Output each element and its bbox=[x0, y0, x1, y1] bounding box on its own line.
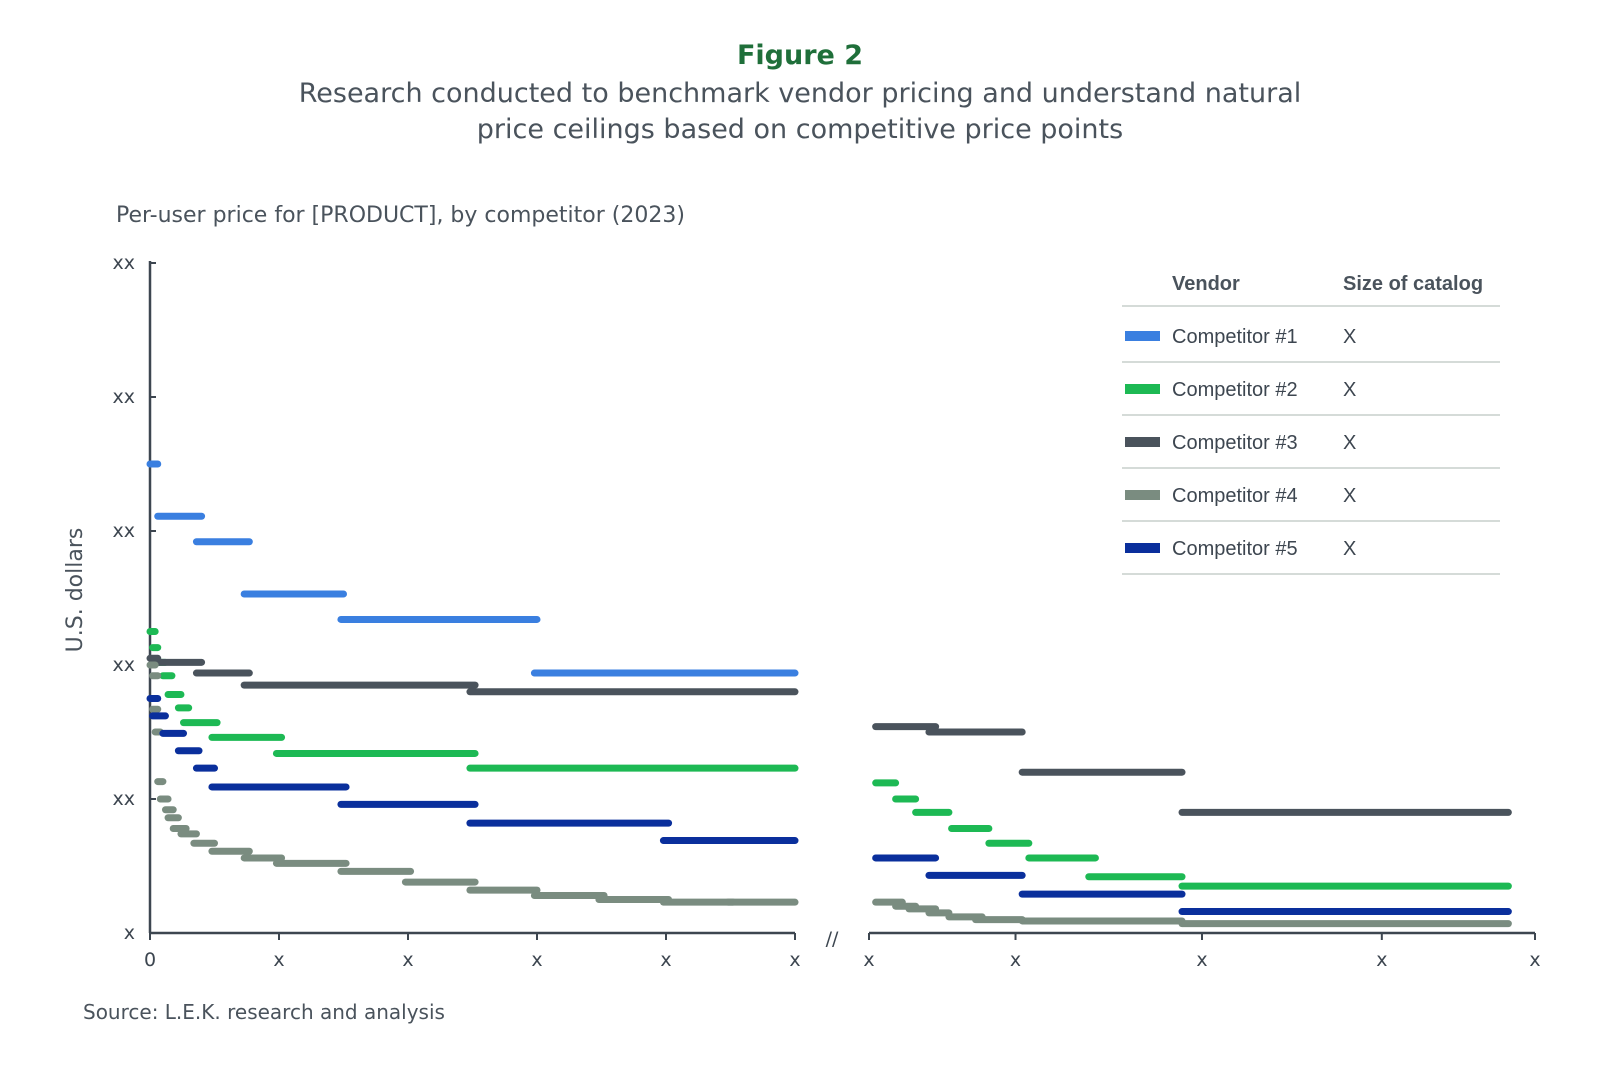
legend-vendor-name: Competitor #1 bbox=[1172, 326, 1298, 348]
axis-break-mark: // bbox=[826, 928, 839, 950]
y-tick-label: xx bbox=[113, 520, 136, 542]
figure-title: Research conducted to benchmark vendor p… bbox=[0, 76, 1600, 148]
source-note: Source: L.E.K. research and analysis bbox=[83, 1000, 445, 1024]
legend-swatch bbox=[1125, 384, 1160, 394]
series-1 bbox=[146, 460, 799, 677]
chart-subtitle: Per-user price for [PRODUCT], by competi… bbox=[116, 203, 685, 228]
series-5 bbox=[146, 695, 1512, 916]
legend-catalog-size: X bbox=[1343, 538, 1356, 560]
legend-catalog-size: X bbox=[1343, 326, 1356, 348]
series-3 bbox=[146, 654, 1512, 816]
x-tick-label: x bbox=[273, 949, 284, 971]
series-2 bbox=[146, 628, 1512, 890]
legend-header-vendor: Vendor bbox=[1172, 273, 1240, 295]
x-tick-label: x bbox=[1376, 949, 1387, 971]
legend-catalog-size: X bbox=[1343, 379, 1356, 401]
legend-swatch bbox=[1125, 437, 1160, 447]
y-axis-title: U.S. dollars bbox=[63, 528, 88, 653]
legend-vendor-name: Competitor #4 bbox=[1172, 485, 1298, 507]
legend-catalog-size: X bbox=[1343, 485, 1356, 507]
legend-swatch bbox=[1125, 331, 1160, 341]
x-tick-label: x bbox=[531, 949, 542, 971]
y-tick-label: xx bbox=[113, 788, 136, 810]
x-tick-label: x bbox=[402, 949, 413, 971]
x-tick-label: 0 bbox=[144, 949, 156, 971]
figure-label: Figure 2 bbox=[736, 40, 864, 71]
series-4 bbox=[146, 661, 1512, 928]
x-tick-label: x bbox=[1010, 949, 1021, 971]
series-group bbox=[146, 460, 1512, 928]
legend-swatch bbox=[1125, 490, 1160, 500]
y-tick-label: xx bbox=[113, 252, 136, 274]
figure-title-line-1: Research conducted to benchmark vendor p… bbox=[298, 78, 1302, 109]
y-tick-label: x bbox=[124, 922, 135, 944]
figure-title-line-2: price ceilings based on competitive pric… bbox=[476, 114, 1124, 145]
x-tick-label: x bbox=[863, 949, 874, 971]
x-tick-label: x bbox=[660, 949, 671, 971]
legend: Vendor Size of catalog Competitor #1 X Compe… bbox=[1122, 273, 1500, 575]
y-tick-label: xx bbox=[113, 386, 136, 408]
legend-swatch bbox=[1125, 543, 1160, 553]
legend-vendor-name: Competitor #3 bbox=[1172, 432, 1298, 454]
legend-header-size: Size of catalog bbox=[1343, 273, 1483, 295]
x-tick-label: x bbox=[789, 949, 800, 971]
x-tick-label: x bbox=[1529, 949, 1540, 971]
x-tick-label: x bbox=[1196, 949, 1207, 971]
y-tick-label: xx bbox=[113, 654, 136, 676]
legend-vendor-name: Competitor #2 bbox=[1172, 379, 1298, 401]
legend-catalog-size: X bbox=[1343, 432, 1356, 454]
legend-vendor-name: Competitor #5 bbox=[1172, 538, 1298, 560]
